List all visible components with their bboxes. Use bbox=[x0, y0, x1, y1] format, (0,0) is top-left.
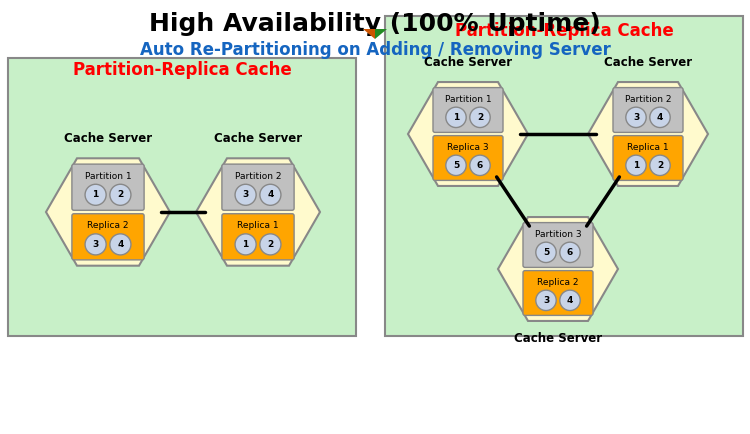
Text: 4: 4 bbox=[567, 296, 573, 305]
Text: Cache Server: Cache Server bbox=[424, 56, 512, 69]
FancyBboxPatch shape bbox=[523, 223, 593, 267]
FancyBboxPatch shape bbox=[72, 214, 144, 260]
Text: Replica 1: Replica 1 bbox=[627, 143, 669, 152]
Text: Partition 1: Partition 1 bbox=[85, 171, 131, 181]
Text: Partition 1: Partition 1 bbox=[445, 95, 491, 104]
Text: Replica 2: Replica 2 bbox=[537, 278, 579, 287]
Text: Partition 2: Partition 2 bbox=[625, 95, 671, 104]
Text: 1: 1 bbox=[242, 240, 249, 249]
Polygon shape bbox=[363, 29, 375, 39]
Circle shape bbox=[235, 234, 256, 255]
Circle shape bbox=[446, 107, 466, 128]
Text: 4: 4 bbox=[267, 190, 274, 199]
FancyBboxPatch shape bbox=[433, 135, 503, 181]
Text: Replica 3: Replica 3 bbox=[447, 143, 489, 152]
Circle shape bbox=[626, 107, 646, 128]
FancyBboxPatch shape bbox=[222, 164, 294, 210]
Text: 3: 3 bbox=[633, 113, 639, 122]
Text: Cache Server: Cache Server bbox=[604, 56, 692, 69]
Text: 4: 4 bbox=[117, 240, 124, 249]
Polygon shape bbox=[46, 158, 170, 266]
Polygon shape bbox=[375, 29, 387, 39]
Text: 2: 2 bbox=[657, 161, 663, 170]
Text: 3: 3 bbox=[543, 296, 549, 305]
FancyBboxPatch shape bbox=[613, 135, 683, 181]
Circle shape bbox=[650, 107, 670, 128]
Text: 2: 2 bbox=[267, 240, 274, 249]
Text: 1: 1 bbox=[633, 161, 639, 170]
Text: Partition-Replica Cache: Partition-Replica Cache bbox=[454, 22, 674, 40]
Text: Cache Server: Cache Server bbox=[214, 132, 302, 145]
Text: 6: 6 bbox=[567, 248, 573, 257]
Circle shape bbox=[626, 155, 646, 175]
FancyBboxPatch shape bbox=[523, 271, 593, 316]
FancyBboxPatch shape bbox=[433, 88, 503, 132]
Circle shape bbox=[85, 234, 106, 255]
Polygon shape bbox=[196, 158, 320, 266]
Text: Partition 2: Partition 2 bbox=[235, 171, 281, 181]
Text: Auto Re-Partitioning on Adding / Removing Server: Auto Re-Partitioning on Adding / Removin… bbox=[140, 41, 610, 59]
Circle shape bbox=[110, 234, 131, 255]
Text: 2: 2 bbox=[477, 113, 483, 122]
Circle shape bbox=[260, 234, 281, 255]
Circle shape bbox=[110, 184, 131, 205]
FancyBboxPatch shape bbox=[613, 88, 683, 132]
Circle shape bbox=[235, 184, 256, 205]
Text: Cache Server: Cache Server bbox=[514, 332, 602, 345]
Circle shape bbox=[260, 184, 281, 205]
Text: Partition 3: Partition 3 bbox=[535, 230, 581, 239]
Polygon shape bbox=[498, 217, 618, 321]
Text: 5: 5 bbox=[543, 248, 549, 257]
Text: Replica 2: Replica 2 bbox=[87, 221, 129, 230]
FancyBboxPatch shape bbox=[72, 164, 144, 210]
Circle shape bbox=[560, 242, 580, 263]
Text: 1: 1 bbox=[453, 113, 459, 122]
Text: 3: 3 bbox=[242, 190, 249, 199]
Text: 2: 2 bbox=[117, 190, 124, 199]
Circle shape bbox=[85, 184, 106, 205]
Text: Partition-Replica Cache: Partition-Replica Cache bbox=[73, 61, 291, 79]
Text: 4: 4 bbox=[657, 113, 663, 122]
Circle shape bbox=[560, 290, 580, 311]
Circle shape bbox=[470, 155, 490, 175]
FancyBboxPatch shape bbox=[8, 58, 356, 336]
Text: 1: 1 bbox=[92, 190, 99, 199]
Text: High Availability (100% Uptime): High Availability (100% Uptime) bbox=[149, 12, 601, 36]
Text: Replica 1: Replica 1 bbox=[237, 221, 279, 230]
Circle shape bbox=[650, 155, 670, 175]
Text: 6: 6 bbox=[477, 161, 483, 170]
Circle shape bbox=[446, 155, 466, 175]
Circle shape bbox=[536, 290, 556, 311]
Text: Cache Server: Cache Server bbox=[64, 132, 152, 145]
Polygon shape bbox=[408, 82, 528, 186]
Text: 3: 3 bbox=[92, 240, 99, 249]
Polygon shape bbox=[588, 82, 708, 186]
Circle shape bbox=[470, 107, 490, 128]
FancyBboxPatch shape bbox=[222, 214, 294, 260]
Text: 5: 5 bbox=[453, 161, 459, 170]
FancyBboxPatch shape bbox=[385, 16, 743, 336]
Circle shape bbox=[536, 242, 556, 263]
